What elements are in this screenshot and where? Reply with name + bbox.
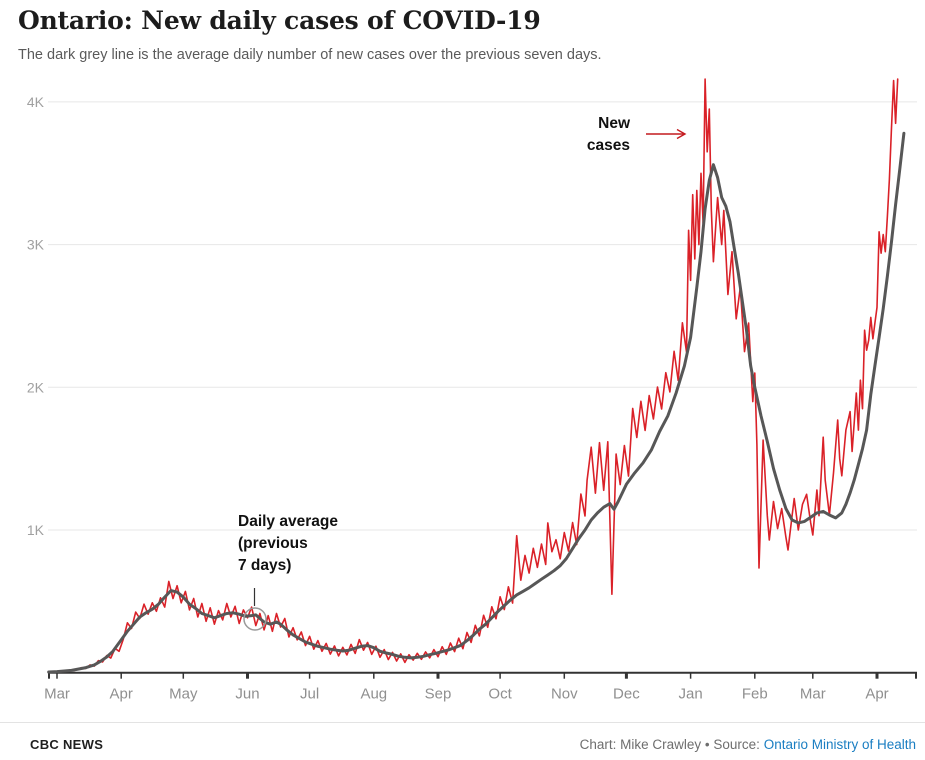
- source-link[interactable]: Ontario Ministry of Health: [763, 737, 916, 752]
- daily-average-line: [47, 131, 906, 674]
- daily-average-annotation-line2: (previous: [238, 535, 308, 552]
- page-title: Ontario: New daily cases of COVID-19: [18, 6, 541, 35]
- new-cases-annotation: New cases: [520, 113, 630, 157]
- new-cases-annotation-line2: cases: [586, 137, 630, 154]
- new-cases-arrow-head: [676, 128, 687, 140]
- x-axis-label-10-Jan: Jan: [679, 686, 703, 703]
- new-cases-annotation-line1: New: [598, 115, 630, 132]
- x-axis-label-11-Feb: Feb: [742, 686, 768, 703]
- x-axis-label-12-Mar: Mar: [800, 686, 826, 703]
- chart-canvas: 1K 2K 3K 4K Mar Apr May Jun Jul Aug Sep Oct Nov Dec Ja…: [27, 78, 917, 703]
- daily-average-annotation: Daily average (previous 7 days): [238, 511, 368, 577]
- y-axis-label-4K: 4K: [27, 94, 45, 110]
- x-axis-label-1-Apr: Apr: [110, 686, 133, 703]
- new-cases-line: [47, 78, 899, 673]
- y-axis-label-2K: 2K: [27, 379, 45, 395]
- footer-divider: [0, 722, 925, 723]
- x-axis-label-9-Dec: Dec: [613, 686, 640, 703]
- daily-average-annotation-line1: Daily average: [238, 513, 338, 530]
- y-axis-label-1K: 1K: [27, 522, 45, 538]
- footer-credit-text: Chart: Mike Crawley • Source:: [579, 737, 764, 752]
- x-axis-label-8-Nov: Nov: [551, 686, 578, 703]
- x-axis-label-7-Oct: Oct: [488, 686, 512, 703]
- footer-credit: Chart: Mike Crawley • Source: Ontario Mi…: [580, 737, 916, 752]
- x-axis-label-13-Apr: Apr: [865, 686, 888, 703]
- x-axis-label-0-Mar: Mar: [44, 686, 70, 703]
- x-axis-label-6-Sep: Sep: [425, 686, 452, 703]
- daily-average-circle: [243, 607, 267, 631]
- footer-brand: CBC NEWS: [30, 737, 104, 752]
- x-axis-label-2-May: May: [169, 686, 198, 703]
- daily-average-annotation-line3: 7 days): [238, 557, 292, 574]
- x-axis-label-4-Jul: Jul: [300, 686, 319, 703]
- x-axis-label-5-Aug: Aug: [360, 686, 387, 703]
- x-axis-label-3-Jun: Jun: [235, 686, 259, 703]
- y-axis-label-3K: 3K: [27, 237, 45, 253]
- chart-subtitle: The dark grey line is the average daily …: [18, 47, 602, 63]
